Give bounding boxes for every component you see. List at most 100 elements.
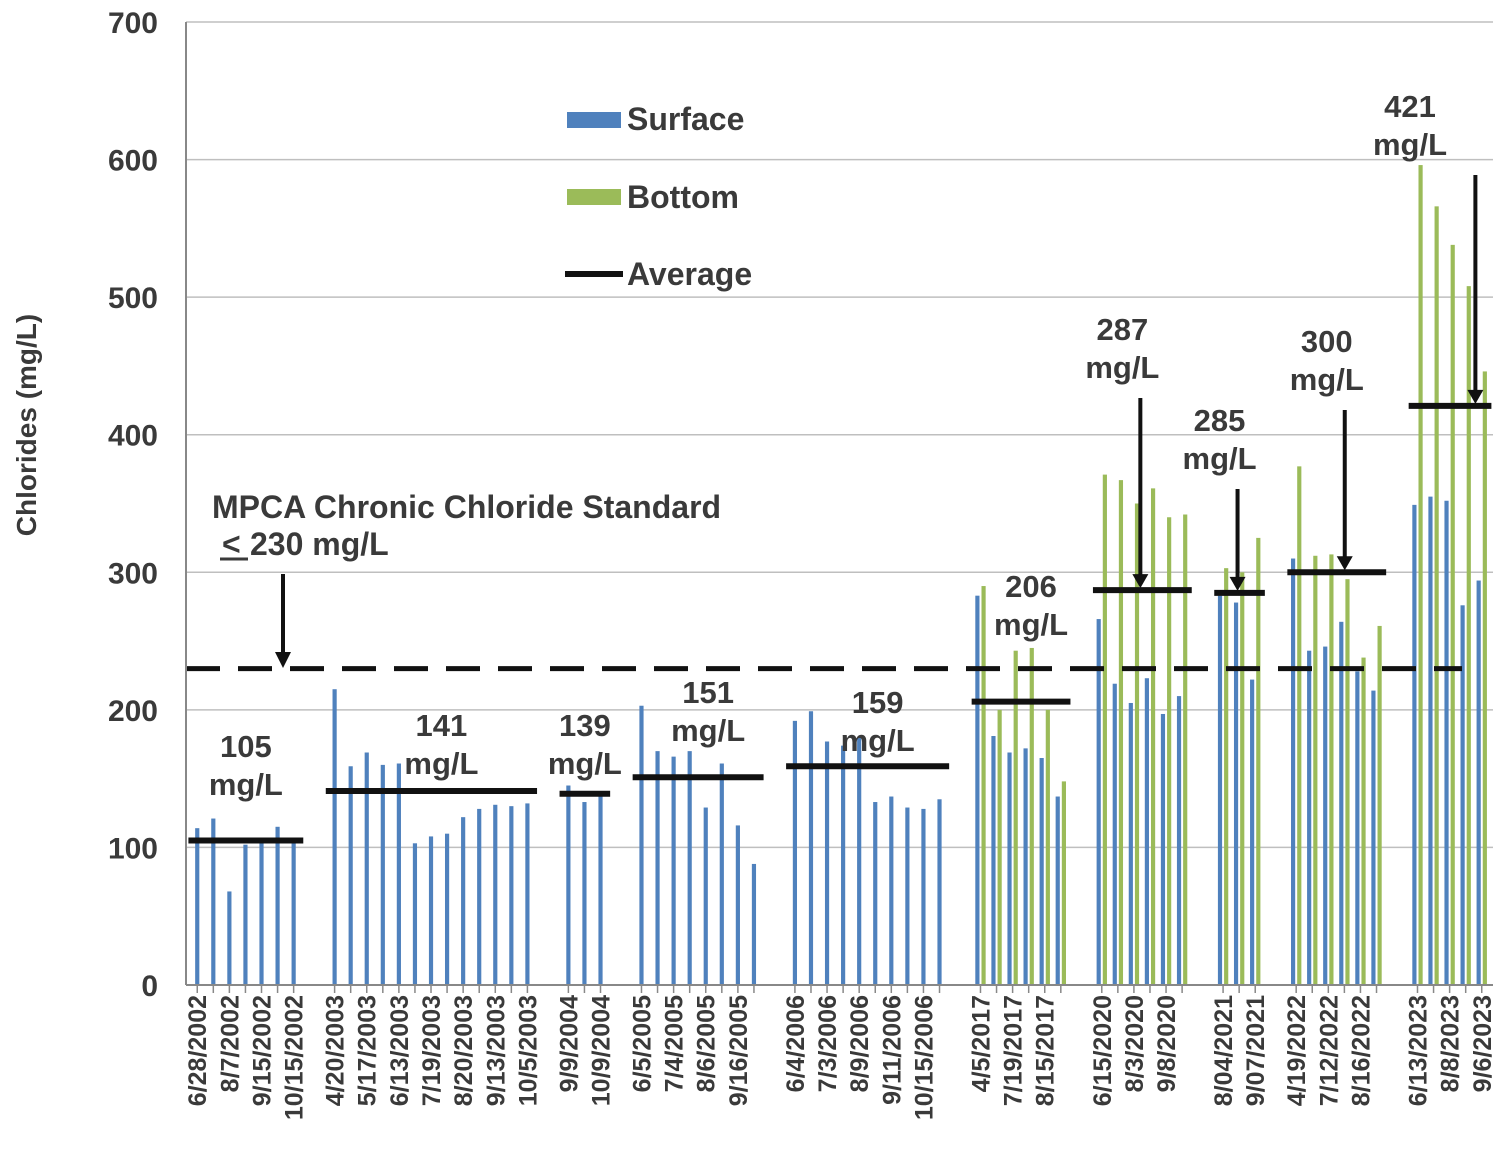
x-tick-labels: 6/28/2002 8/7/2002 9/15/2002 10/15/2002 4/20… — [184, 995, 1497, 1120]
x-tick-label: 9/13/2003 — [482, 995, 510, 1106]
bar-bottom — [1377, 625, 1382, 985]
bar-bottom — [1418, 165, 1423, 985]
bar-surface — [1476, 580, 1481, 985]
bar-bottom — [1313, 555, 1318, 985]
y-tick-label: 500 — [108, 282, 158, 315]
bar-bottom — [1150, 488, 1156, 985]
x-tick-label: 6/28/2002 — [184, 995, 212, 1106]
bar-bottom — [1167, 517, 1172, 985]
bar-surface — [477, 808, 482, 985]
average-label-unit: mg/L — [1085, 350, 1159, 385]
x-tick-label: 6/13/2023 — [1404, 995, 1432, 1106]
gridlines — [186, 21, 1493, 849]
bar-surface — [1307, 650, 1312, 985]
x-tick-label: 8/7/2002 — [216, 995, 244, 1092]
legend-swatch-bottom — [567, 189, 621, 205]
bar-bottom — [1297, 466, 1302, 985]
bar-surface — [1160, 713, 1166, 985]
average-label-unit: mg/L — [548, 746, 622, 781]
bar-surface — [227, 891, 232, 985]
bar-bottom — [1329, 554, 1334, 985]
axes — [185, 22, 1493, 993]
x-tick-label: 6/13/2003 — [386, 995, 414, 1106]
x-tick-label: 8/16/2022 — [1347, 995, 1375, 1106]
bar-bottom — [1256, 537, 1261, 985]
average-label-value: 206 — [1005, 569, 1057, 604]
bar-surface — [1007, 752, 1012, 985]
bar-surface — [259, 839, 264, 985]
average-label-value: 287 — [1096, 312, 1148, 347]
legend-label-surface: Surface — [627, 101, 744, 137]
x-tick-label: 7/3/2006 — [814, 995, 842, 1092]
x-tick-label: 9/6/2023 — [1469, 995, 1497, 1092]
bar-surface — [671, 756, 676, 985]
x-tick-label: 7/19/2003 — [418, 995, 446, 1106]
bar-bottom — [1183, 514, 1188, 985]
standard-arrow-head — [275, 652, 291, 668]
bar-surface — [243, 844, 248, 985]
x-tick-label: 4/19/2022 — [1283, 995, 1311, 1106]
bar-bottom — [1434, 206, 1439, 986]
y-tick-labels: 0 100 200 300 400 500 600 700 — [108, 7, 158, 1003]
bar-surface — [1428, 496, 1433, 985]
bar-surface — [792, 720, 798, 985]
y-tick-label: 700 — [108, 7, 158, 40]
x-tick-label: 8/20/2003 — [450, 995, 478, 1106]
bar-bottom — [1061, 781, 1066, 985]
x-tick-label: 4/20/2003 — [322, 995, 350, 1106]
bar-surface — [1339, 621, 1344, 985]
average-arrow-head — [1467, 389, 1484, 404]
bar-surface — [1128, 702, 1133, 985]
average-label-value: 141 — [416, 708, 468, 743]
bar-surface — [991, 735, 996, 985]
average-label-unit: mg/L — [404, 746, 478, 781]
x-tick-label: 6/5/2005 — [628, 995, 656, 1092]
y-tick-label: 200 — [108, 695, 158, 728]
bar-surface — [937, 799, 942, 985]
bar-surface — [687, 751, 692, 985]
bar-surface — [1460, 605, 1465, 985]
bar-surface — [703, 807, 708, 985]
x-tick-label: 9/16/2005 — [725, 995, 753, 1106]
bar-surface — [566, 785, 571, 985]
bar-surface — [348, 766, 353, 985]
bar-surface — [905, 807, 910, 985]
bar-surface — [1039, 758, 1044, 985]
y-tick-label: 400 — [108, 420, 158, 453]
y-tick-label: 100 — [108, 832, 158, 865]
average-label-unit: mg/L — [994, 607, 1068, 642]
bar-surface — [1444, 500, 1449, 985]
x-tick-label: 8/6/2005 — [693, 995, 721, 1092]
bar-surface — [598, 793, 603, 985]
bar-surface — [889, 796, 894, 985]
average-label-value: 300 — [1301, 324, 1353, 359]
bar-surface — [1323, 646, 1328, 985]
y-tick-label: 0 — [141, 970, 158, 1003]
bar-surface — [1250, 679, 1255, 985]
x-tick-label: 9/15/2002 — [249, 995, 277, 1106]
bar-surface — [1233, 602, 1239, 985]
bar-surface — [735, 825, 740, 985]
bar-bottom — [1345, 579, 1350, 985]
bar-surface — [582, 802, 587, 985]
legend-label-average: Average — [627, 256, 752, 292]
average-label-unit: mg/L — [1183, 441, 1257, 476]
bar-bottom — [997, 709, 1002, 985]
bar-surface — [655, 751, 660, 985]
bar-surface — [195, 828, 200, 985]
standard-symbol: < — [222, 526, 241, 562]
x-tick-label: 9/8/2020 — [1153, 995, 1181, 1092]
bar-surface — [1023, 748, 1028, 985]
bar-surface — [1291, 558, 1296, 985]
bar-surface — [461, 817, 466, 985]
bar-surface — [380, 764, 385, 985]
annotations: MPCA Chronic Chloride Standard< 230 mg/L 1… — [209, 89, 1484, 802]
x-tick-label: 10/15/2006 — [910, 995, 938, 1120]
bar-surface — [396, 763, 401, 985]
bar-surface — [1144, 678, 1149, 985]
legend-label-bottom: Bottom — [627, 179, 739, 215]
x-tick-label: 8/9/2006 — [846, 995, 874, 1092]
x-tick-label: 5/17/2003 — [354, 995, 382, 1106]
bar-bottom — [1240, 572, 1245, 985]
